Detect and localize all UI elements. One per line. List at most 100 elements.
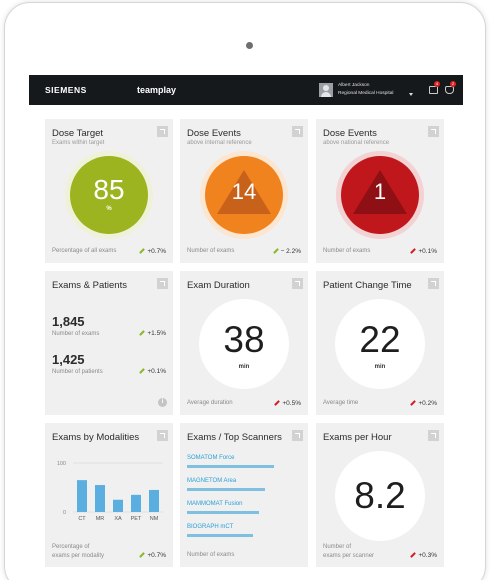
mail-icon[interactable] <box>429 86 438 94</box>
share-icon[interactable] <box>157 126 168 137</box>
x-tick-label: NM <box>150 516 159 522</box>
dose-events-national-circle: 1 <box>341 156 419 234</box>
scanner-name[interactable]: MAGNETOM Area <box>187 478 237 484</box>
scanner-name[interactable]: SOMATOM Force <box>187 455 235 461</box>
scanner-bar <box>187 488 265 491</box>
bell-icon[interactable] <box>445 86 454 94</box>
trend-up-icon <box>410 400 417 407</box>
user-name[interactable]: Albert Jackson <box>338 83 370 88</box>
trend-up-icon <box>139 330 146 337</box>
tile-footer: Number of exams <box>323 248 371 254</box>
trend-up-icon <box>139 248 146 255</box>
dashboard-screen: SIEMENS teamplay Albert Jackson Regional… <box>29 75 463 580</box>
scanner-bar <box>187 465 274 468</box>
tile-footer-line1: Number of <box>323 544 352 550</box>
bar-nm <box>149 489 159 512</box>
tile-dose-target[interactable]: Dose Target Exams within target 85 % Per… <box>45 119 173 263</box>
x-tick-label: XA <box>114 516 122 522</box>
y-tick-label: 100 <box>57 461 66 467</box>
share-icon[interactable] <box>157 278 168 289</box>
tile-exam-duration[interactable]: Exam Duration 38 min Average duration +0… <box>180 271 308 415</box>
tile-footer-line1: Percentage of <box>52 544 90 550</box>
tile-subtitle: Exams within target <box>52 140 105 146</box>
trend-up-icon <box>139 552 146 559</box>
trend-down-icon <box>272 248 279 255</box>
exam-duration-unit: min <box>238 364 250 370</box>
bar-ct <box>77 480 87 512</box>
dose-target-value: 85 <box>93 174 125 205</box>
exams-per-hour-value: 8.2 <box>354 475 406 516</box>
patient-change-circle: 22 min <box>335 299 425 389</box>
modalities-chart: 100 0 CT MR XA PET NM <box>57 461 163 522</box>
x-tick-label: PET <box>131 516 142 522</box>
tile-title: Exams / Top Scanners <box>187 432 282 443</box>
trend-up-icon <box>139 368 146 375</box>
tile-exams-per-hour[interactable]: Exams per Hour 8.2 Number of exams per s… <box>316 423 444 567</box>
patients-label: Number of patients <box>52 369 103 375</box>
tile-subtitle: above national reference <box>323 140 390 146</box>
exam-duration-value: 38 <box>223 319 265 360</box>
exams-trend: +1.5% <box>139 330 166 337</box>
trend-indicator: +0.7% <box>139 552 166 559</box>
dose-target-unit: % <box>106 206 112 212</box>
patient-change-value: 22 <box>359 319 401 360</box>
tile-title: Exams per Hour <box>323 432 392 443</box>
tile-footer: Number of exams <box>187 552 235 558</box>
tile-top-scanners[interactable]: Exams / Top Scanners SOMATOM Force MAGNE… <box>180 423 308 567</box>
tile-title: Dose Events <box>187 128 241 139</box>
tile-exams-by-modalities[interactable]: Exams by Modalities 100 0 CT MR XA PET NM Perc… <box>45 423 173 567</box>
scanner-bar <box>187 511 259 514</box>
chevron-down-icon[interactable] <box>409 93 413 96</box>
tile-footer-line2: exams per scanner <box>323 553 375 559</box>
notification-badge: 4 <box>434 81 440 87</box>
top-bar: SIEMENS teamplay Albert Jackson Regional… <box>29 75 463 105</box>
scanner-name[interactable]: BIOGRAPH mCT <box>187 524 234 530</box>
info-icon[interactable]: i <box>158 398 167 407</box>
scanner-name[interactable]: MAMMOMAT Fusion <box>187 501 243 507</box>
share-icon[interactable] <box>292 126 303 137</box>
tile-title: Patient Change Time <box>323 280 412 291</box>
exams-per-hour-circle: 8.2 <box>335 451 425 541</box>
bar-mr <box>95 485 105 512</box>
patients-trend: +0.1% <box>139 368 166 375</box>
tile-title: Exams by Modalities <box>52 432 140 443</box>
message-badge: 2 <box>450 81 456 87</box>
scanner-bar <box>187 534 253 537</box>
brand-logo: SIEMENS <box>45 85 87 95</box>
y-tick-label: 0 <box>63 510 66 516</box>
trend-indicator: +0.5% <box>274 400 301 407</box>
tile-title: Exam Duration <box>187 280 250 291</box>
user-hospital[interactable]: Regional Medical Hospital <box>338 91 394 96</box>
tile-exams-patients[interactable]: Exams & Patients 1,845 Number of exams +… <box>45 271 173 415</box>
tile-subtitle: above internal reference <box>187 140 252 146</box>
share-icon[interactable] <box>157 430 168 441</box>
dose-target-circle: 85 % <box>70 156 148 234</box>
exams-value: 1,845 <box>52 314 85 329</box>
avatar[interactable] <box>319 83 333 97</box>
trend-up-icon <box>410 248 417 255</box>
share-icon[interactable] <box>428 278 439 289</box>
share-icon[interactable] <box>292 278 303 289</box>
tile-footer: Average duration <box>187 400 233 406</box>
tile-footer-line2: exams per modality <box>52 553 105 559</box>
dose-events-national-value: 1 <box>373 179 387 204</box>
tile-footer: Number of exams <box>187 248 235 254</box>
exams-label: Number of exams <box>52 331 100 337</box>
tile-title: Exams & Patients <box>52 280 127 291</box>
tile-title: Dose Target <box>52 128 104 139</box>
tile-patient-change-time[interactable]: Patient Change Time 22 min Average time … <box>316 271 444 415</box>
tile-title: Dose Events <box>323 128 377 139</box>
camera-dot <box>246 42 253 49</box>
dose-events-value: 14 <box>231 179 257 204</box>
x-tick-label: CT <box>78 516 86 522</box>
x-tick-label: MR <box>96 516 105 522</box>
warning-triangle-icon <box>353 170 407 214</box>
app-name[interactable]: teamplay <box>137 85 177 95</box>
trend-indicator: − 2.2% <box>272 248 301 255</box>
share-icon[interactable] <box>428 126 439 137</box>
tile-dose-events-national[interactable]: Dose Events above national reference 1 N… <box>316 119 444 263</box>
share-icon[interactable] <box>428 430 439 441</box>
share-icon[interactable] <box>292 430 303 441</box>
exam-duration-circle: 38 min <box>199 299 289 389</box>
tile-dose-events-internal[interactable]: Dose Events above internal reference 14 … <box>180 119 308 263</box>
